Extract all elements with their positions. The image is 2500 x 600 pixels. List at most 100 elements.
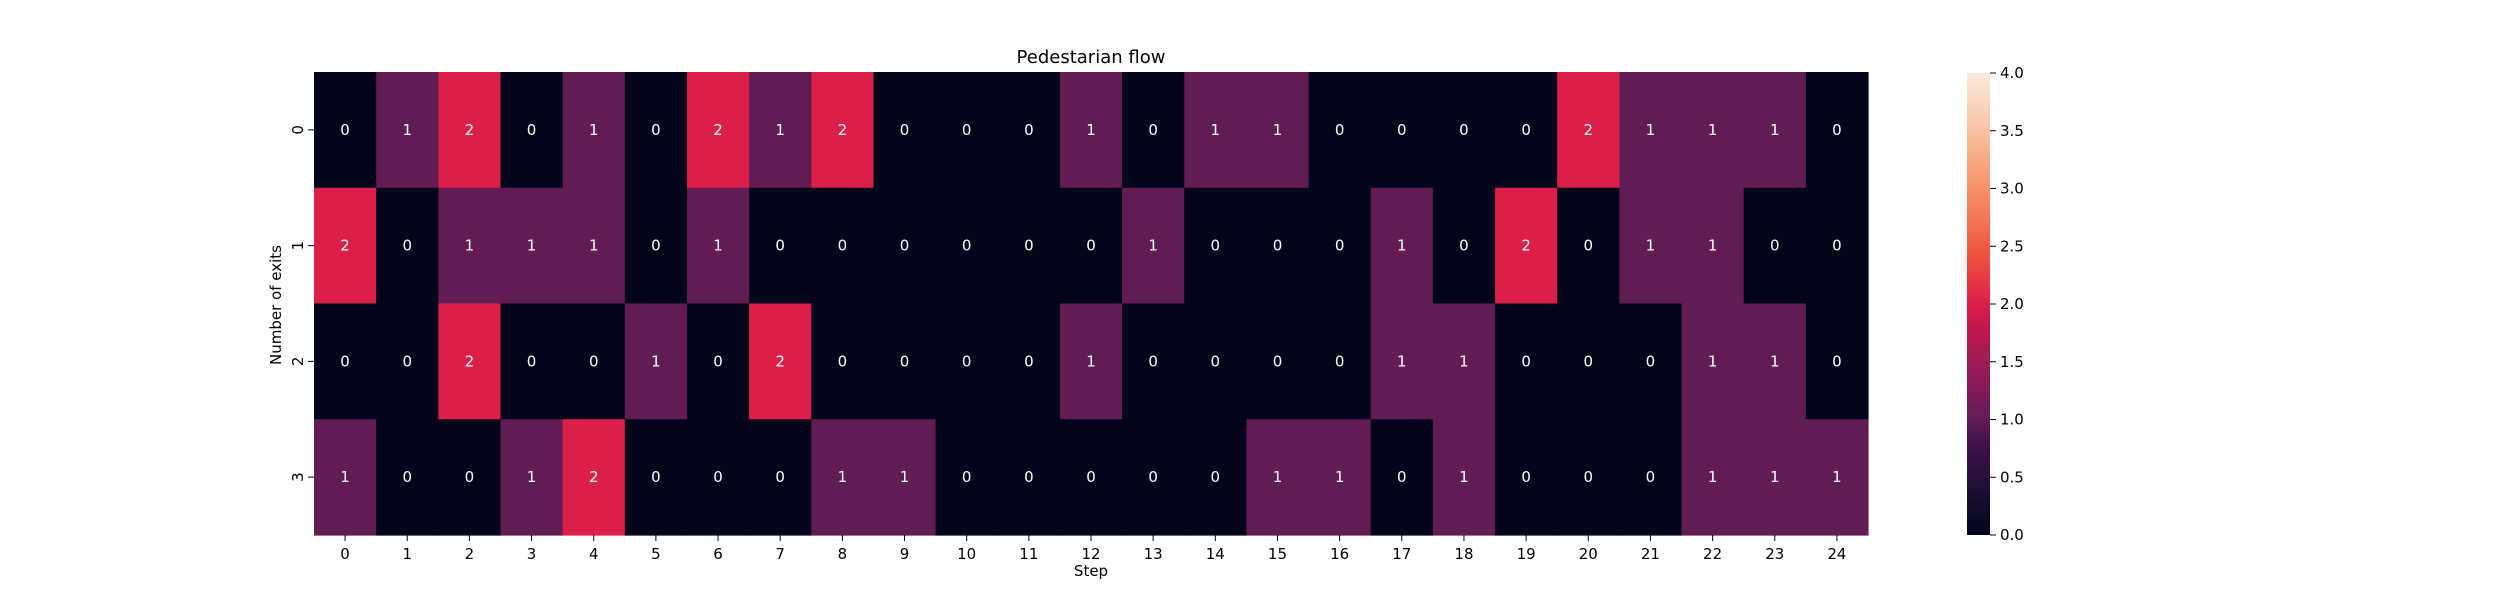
cell-annotation: 1 (1770, 352, 1780, 370)
cell-annotation: 2 (1521, 237, 1531, 255)
heatmap-cell (624, 72, 688, 189)
cell-annotation: 0 (1832, 237, 1842, 255)
chart-title: Pedestarian flow (1017, 47, 1166, 68)
cell-annotations: 0 1 2 0 1 0 2 1 2 0 0 0 1 0 1 1 0 0 0 0 2 1 1 1 0 2 0 1 1 1 0 1 0 0 0 0 0 0 1 0… (340, 121, 1841, 486)
cell-annotation: 1 (402, 121, 412, 139)
heatmap-cell (873, 303, 937, 420)
heatmap-cell (376, 72, 439, 189)
cell-annotation: 0 (1459, 121, 1469, 139)
heatmap-cell (1432, 303, 1496, 420)
cell-annotation: 0 (1584, 237, 1594, 255)
heatmap-cell (1308, 72, 1372, 189)
heatmap-cell (1184, 187, 1247, 305)
heatmap-cell (749, 72, 812, 189)
heatmap-cell (562, 187, 626, 305)
heatmap-cell (1246, 72, 1310, 189)
heatmap-cell (1122, 419, 1185, 536)
cell-annotation: 1 (465, 237, 475, 255)
cell-annotation: 0 (1335, 237, 1345, 255)
heatmap-cells (314, 72, 1869, 536)
cell-annotation: 1 (1397, 237, 1407, 255)
heatmap-cell (438, 419, 502, 536)
heatmap-cell (1681, 303, 1745, 420)
x-tick-label: 2 (465, 545, 475, 563)
heatmap-cell (997, 72, 1061, 189)
cell-annotation: 2 (465, 121, 475, 139)
heatmap-cell (997, 419, 1061, 536)
colorbar-tick-label: 4.0 (2000, 64, 2024, 82)
heatmap-cell (1495, 187, 1558, 305)
heatmap-cell (1805, 303, 1869, 420)
cell-annotation: 0 (1273, 237, 1283, 255)
x-tick-label: 17 (1392, 545, 1411, 563)
cell-annotation: 0 (1086, 468, 1096, 486)
cell-annotation: 0 (1148, 352, 1158, 370)
cell-annotation: 0 (1086, 237, 1096, 255)
x-tick-label: 14 (1206, 545, 1225, 563)
x-tick-label: 6 (713, 545, 723, 563)
heatmap-cell (1246, 419, 1310, 536)
heatmap-cell (749, 303, 812, 420)
colorbar-tick-label: 0.0 (2000, 526, 2024, 544)
cell-annotation: 0 (527, 121, 537, 139)
heatmap-cell (1184, 72, 1247, 189)
heatmap-cell (1743, 303, 1807, 420)
cell-annotation: 0 (775, 237, 785, 255)
cell-annotation: 1 (1708, 352, 1718, 370)
heatmap-cell (1059, 72, 1123, 189)
heatmap-cell (1557, 187, 1620, 305)
heatmap-cell (1805, 187, 1869, 305)
cell-annotation: 0 (651, 237, 661, 255)
colorbar-tick-label: 2.5 (2000, 237, 2024, 255)
heatmap-cell (811, 419, 875, 536)
cell-annotation: 1 (1273, 121, 1283, 139)
cell-annotation: 0 (962, 121, 972, 139)
cell-annotation: 0 (775, 468, 785, 486)
heatmap-cell (1122, 72, 1185, 189)
heatmap-cell (376, 187, 439, 305)
cell-annotation: 2 (775, 352, 785, 370)
heatmap-cell (1370, 72, 1434, 189)
x-tick-label: 10 (957, 545, 976, 563)
heatmap-cell (314, 303, 377, 420)
heatmap-cell (500, 72, 564, 189)
cell-annotation: 0 (713, 352, 723, 370)
cell-annotation: 0 (1646, 352, 1656, 370)
heatmap-cell (1432, 419, 1496, 536)
heatmap-cell (438, 187, 502, 305)
heatmap-cell (438, 72, 502, 189)
cell-annotation: 0 (713, 468, 723, 486)
heatmap-cell (1619, 187, 1683, 305)
heatmap-cell (873, 187, 937, 305)
cell-annotation: 0 (402, 237, 412, 255)
heatmap-cell (1432, 72, 1496, 189)
cell-annotation: 0 (1148, 468, 1158, 486)
cell-annotation: 1 (775, 121, 785, 139)
cell-annotation: 1 (1459, 468, 1469, 486)
colorbar-tick-label: 1.0 (2000, 411, 2024, 429)
x-axis-ticks: 0 1 2 3 4 5 6 7 8 9 10 11 12 13 14 15 16 17 18 19 20 21 22 23 24 (340, 535, 1846, 563)
heatmap-cell (1122, 187, 1185, 305)
cell-annotation: 0 (1024, 121, 1034, 139)
cell-annotation: 0 (900, 121, 910, 139)
heatmap-cell (1370, 303, 1434, 420)
heatmap-cell (562, 303, 626, 420)
heatmap-cell (686, 187, 750, 305)
cell-annotation: 0 (838, 237, 848, 255)
cell-annotation: 0 (1832, 121, 1842, 139)
x-tick-label: 8 (838, 545, 848, 563)
cell-annotation: 0 (1521, 352, 1531, 370)
heatmap-cell (997, 303, 1061, 420)
heatmap-cell (624, 303, 688, 420)
heatmap-cell (811, 303, 875, 420)
colorbar-tick-label: 0.5 (2000, 468, 2024, 486)
cell-annotation: 0 (1521, 468, 1531, 486)
cell-annotation: 0 (1211, 237, 1221, 255)
cell-annotation: 0 (900, 237, 910, 255)
cell-annotation: 1 (340, 468, 350, 486)
heatmap-cell (1122, 303, 1185, 420)
cell-annotation: 1 (589, 237, 599, 255)
heatmap-cell (1557, 419, 1620, 536)
y-tick-label: 2 (289, 357, 307, 367)
colorbar-ticks: 0.0 0.5 1.0 1.5 2.0 2.5 3.0 3.5 4.0 (1990, 64, 2024, 544)
